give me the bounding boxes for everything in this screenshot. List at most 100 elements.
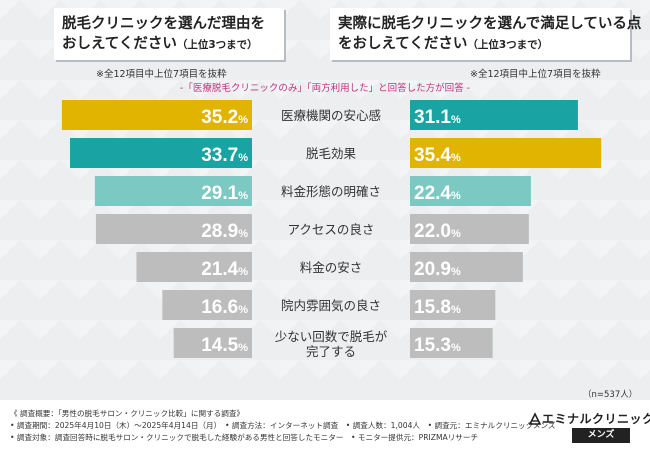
right-bar-5 [410,290,496,320]
left-bar-5 [162,290,252,320]
right-value-label-5-int: 15. [414,297,440,318]
left-value-label-4-pct: % [238,266,248,278]
left-value-label-6-dec: 5 [228,335,239,356]
right-value-label-2-dec: 4 [440,183,451,204]
footer-survey-title: 《 調査概要：「男性の脱毛サロン・クリニック比較」に関する調査》 [10,409,245,418]
right-value-label-2-int: 22. [414,183,440,204]
category-label-4: 料金の安さ [300,260,363,275]
logo-sub: メンズ [572,428,630,443]
category-label-0: 医療機関の安心感 [281,108,381,123]
left-value-label-2: 29.1% [201,183,248,204]
footer-survey-period: • 調査期間：2025年4月10日（木）～2025年4月14日（月） • 調査方… [10,421,556,430]
left-title-note: （上位3つまで） [176,39,258,51]
left-title-line2-main: おしえてください [62,36,177,52]
right-value-label-5: 15.8% [414,297,461,318]
left-note: ※全12項目中上位7項目を抜粋 [96,69,227,80]
right-value-label-3-dec: 0 [440,221,451,242]
right-value-label-1-dec: 4 [440,145,451,166]
left-value-label-2-int: 29. [201,183,227,204]
right-bar-6 [410,328,493,358]
left-bar-2 [94,176,252,206]
left-value-label-4-dec: 4 [228,259,239,280]
category-label-5: 院内雰囲気の良さ [281,298,381,313]
right-value-label-1: 35.4% [414,145,461,166]
right-value-label-3-pct: % [451,228,461,240]
right-bar-3 [410,214,529,244]
sample-size: （n=537人） [583,390,638,400]
left-value-label-5-int: 16. [201,297,227,318]
left-value-label-6-int: 14. [201,335,227,356]
right-value-label-4-int: 20. [414,259,440,280]
left-value-label-4: 21.4% [201,259,248,280]
right-value-label-5-dec: 8 [440,297,451,318]
right-title-line2: をおしえてください（上位3つまで） [338,34,622,55]
left-value-label-1-pct: % [238,152,248,164]
right-bar-0 [410,100,578,130]
right-bar-2 [410,176,531,206]
right-title-note: （上位3つまで） [467,39,549,51]
left-title-box: 脱毛クリニックを選んだ理由を おしえてください（上位3つまで） [54,8,284,60]
category-label-6-line-0: 少ない回数で脱毛が [275,329,388,344]
category-label-2: 料金形態の明確さ [281,184,381,199]
right-value-label-4-dec: 9 [440,259,451,280]
right-value-label-3-int: 22. [414,221,440,242]
left-value-label-1-int: 33. [201,145,227,166]
right-note: ※全12項目中上位7項目を抜粋 [470,69,601,80]
brand-logo: エミナルクリニック メンズ [528,410,650,446]
right-value-label-2: 22.4% [414,183,461,204]
right-value-label-1-pct: % [451,152,461,164]
footer: 《 調査概要：「男性の脱毛サロン・クリニック比較」に関する調査》 • 調査期間：… [0,400,650,450]
right-value-label-6-dec: 3 [440,335,451,356]
footer-survey-target: • 調査対象：調査回答時に脱毛サロン・クリニックで脱毛した経験がある男性と回答し… [10,433,479,442]
left-value-label-3-int: 28. [201,221,227,242]
left-value-label-2-pct: % [238,190,248,202]
chart-subtitle: -「医療脱毛クリニックのみ」「両方利用した」と回答した方が回答 - [179,83,471,94]
left-value-label-0-dec: 2 [228,107,239,128]
left-bar-4 [136,252,252,282]
right-value-label-6: 15.3% [414,335,461,356]
left-value-label-0-int: 35. [201,107,227,128]
left-value-label-1-dec: 7 [228,145,239,166]
right-value-label-2-pct: % [451,190,461,202]
right-value-label-0-pct: % [451,114,461,126]
left-value-label-6-pct: % [238,342,248,354]
left-value-label-4-int: 21. [201,259,227,280]
right-value-label-3: 22.0% [414,221,461,242]
left-value-label-3-dec: 9 [228,221,239,242]
left-value-label-1: 33.7% [201,145,248,166]
right-value-label-6-int: 15. [414,335,440,356]
left-bar-0 [61,100,252,130]
left-bar-6 [173,328,252,358]
left-value-label-5-dec: 6 [228,297,239,318]
left-value-label-2-dec: 1 [228,183,239,204]
left-bar-3 [95,214,252,244]
category-label-1: 脱毛効果 [306,146,357,161]
left-bar-1 [70,138,253,168]
right-value-label-0-dec: 1 [440,107,451,128]
right-value-label-4-pct: % [451,266,461,278]
right-title-box: 実際に脱毛クリニックを選んで満足している点 をおしえてください（上位3つまで） [330,8,642,60]
right-title-line2-main: をおしえてください [338,36,468,52]
right-title-line1: 実際に脱毛クリニックを選んで満足している点 [338,16,642,32]
right-value-label-1-int: 35. [414,145,440,166]
left-title-line2: おしえてください（上位3つまで） [62,34,276,55]
right-value-label-4: 20.9% [414,259,461,280]
right-bar-1 [410,138,602,168]
right-value-label-0: 31.1% [414,107,461,128]
left-value-label-3: 28.9% [201,221,248,242]
logo-name: エミナルクリニック [542,412,650,426]
right-value-label-5-pct: % [451,304,461,316]
left-value-label-3-pct: % [238,228,248,240]
left-title-line1: 脱毛クリニックを選んだ理由を [62,16,265,32]
logo-mark-icon [528,412,542,425]
left-value-label-6: 14.5% [201,335,248,356]
category-label-6-line-1: 完了する [306,344,356,359]
category-label-3: アクセスの良さ [288,222,375,237]
right-value-label-6-pct: % [451,342,461,354]
left-value-label-0-pct: % [238,114,248,126]
right-value-label-0-int: 31. [414,107,440,128]
right-bar-4 [410,252,523,282]
left-value-label-5: 16.6% [201,297,248,318]
left-value-label-5-pct: % [238,304,248,316]
